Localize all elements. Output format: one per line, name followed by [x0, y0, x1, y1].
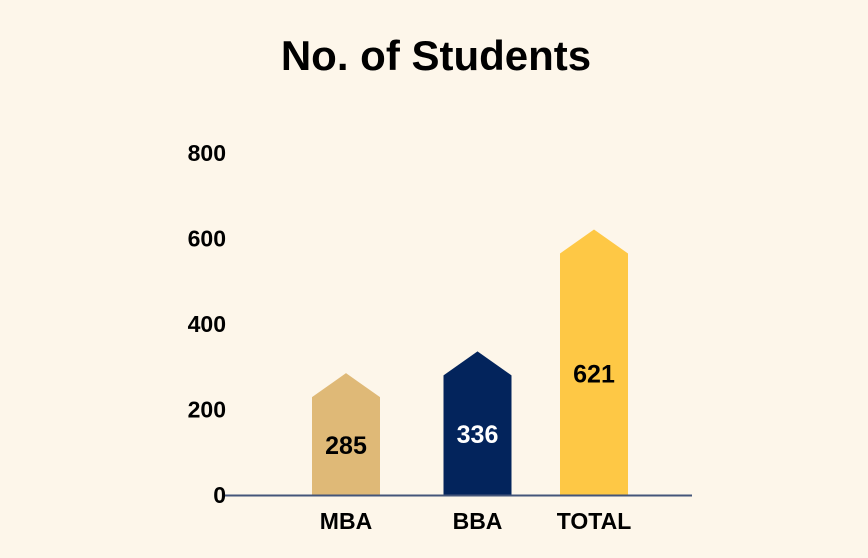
y-tick-label: 200 [188, 397, 226, 423]
bar-bba [443, 351, 512, 495]
data-label: 621 [573, 360, 615, 388]
y-tick-label: 600 [188, 226, 226, 252]
bar-mba [312, 373, 380, 495]
data-label: 285 [325, 432, 367, 460]
y-axis: 0 200 400 600 800 [188, 140, 226, 508]
x-tick-label: BBA [453, 508, 503, 534]
x-axis: MBA BBA TOTAL [320, 508, 631, 534]
data-label: 336 [457, 421, 499, 449]
y-tick-label: 800 [188, 140, 226, 166]
y-tick-label: 0 [213, 482, 226, 508]
x-tick-label: TOTAL [557, 508, 632, 534]
chart-title: No. of Students [281, 32, 591, 79]
x-tick-label: MBA [320, 508, 372, 534]
y-tick-label: 400 [188, 311, 226, 337]
bar-total [560, 229, 628, 495]
bars: 285 336 621 [312, 229, 628, 495]
